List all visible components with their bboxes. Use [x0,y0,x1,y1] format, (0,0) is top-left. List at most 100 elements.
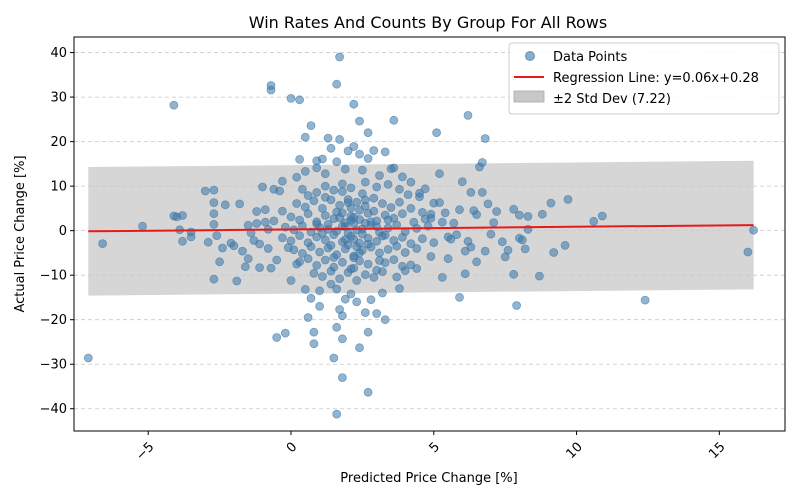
data-point [395,197,404,207]
data-point [309,327,319,337]
data-point [503,245,513,255]
data-point [329,230,339,240]
data-point [303,254,313,264]
data-point [397,172,407,182]
data-point [240,262,250,272]
data-point [215,257,225,267]
data-point [340,164,350,174]
data-point [415,192,424,202]
data-point [389,255,399,265]
data-point [360,308,370,318]
data-point [455,292,464,302]
data-point [369,272,379,282]
data-point [303,209,313,219]
data-point [332,322,342,332]
data-point [272,333,282,342]
data-point [355,343,364,353]
data-point [366,295,376,305]
data-point [483,199,493,209]
data-point [300,132,310,142]
regression-line [88,224,754,233]
data-point [437,217,447,227]
data-point [749,225,758,235]
data-point [209,209,219,219]
data-point [303,313,313,322]
data-point [297,184,307,194]
data-point [509,269,519,279]
y-tick-label: 0 [59,224,67,239]
y-tick-label: 30 [50,91,67,106]
data-point [352,197,362,207]
data-point [477,187,487,197]
data-point [320,181,330,191]
data-point [363,154,373,163]
data-point [355,149,364,159]
data-point [640,295,650,305]
data-point [306,242,316,252]
data-point [255,239,265,249]
data-point [169,100,179,110]
data-point [255,263,265,273]
data-point [357,229,367,239]
data-point [440,208,450,218]
data-point [83,353,93,363]
data-point [306,293,316,303]
data-point [312,219,322,229]
regression-layer [88,224,754,233]
data-point [369,146,379,155]
data-point [523,211,533,221]
x-tick-label: 5 [427,440,443,456]
y-tick-label: −20 [40,313,67,328]
legend-label-band: ±2 Std Dev (7.22) [553,92,671,107]
x-tick-label: 0 [284,440,300,456]
data-point [400,266,410,276]
data-point [417,234,427,244]
data-point [386,203,396,212]
data-point [309,339,319,349]
data-point [363,327,373,337]
data-point [138,221,147,231]
data-point [452,230,462,240]
data-point [397,232,407,242]
data-point [377,231,387,241]
data-point [343,268,353,277]
data-point [306,121,316,130]
data-point [337,311,347,321]
data-point [340,294,350,304]
data-point [346,183,356,193]
data-point [537,209,547,219]
data-point [280,328,290,338]
data-point [375,171,384,180]
data-point [337,334,347,344]
data-point [315,247,325,257]
data-point [392,272,402,282]
data-point [252,219,262,228]
data-point [355,248,364,258]
data-point [403,190,413,200]
data-point [332,157,342,167]
y-tick-label: −10 [40,269,67,284]
data-point [258,182,267,192]
data-point [380,147,390,157]
y-tick-label: 10 [50,180,67,195]
data-point [317,228,327,238]
data-point [360,195,370,205]
data-point [332,409,342,419]
data-point [337,179,347,189]
data-point [286,276,296,285]
data-point [446,234,456,244]
data-point [426,252,436,261]
data-point [497,237,507,247]
data-point [275,186,285,196]
data-point [312,163,322,173]
data-point [337,257,347,267]
data-point [332,284,342,294]
data-point [263,244,273,253]
data-point [349,234,359,244]
data-point [563,195,573,204]
data-point [238,246,247,256]
data-point [512,301,521,310]
data-point [480,134,490,143]
data-point [266,85,276,95]
data-point [395,284,404,293]
